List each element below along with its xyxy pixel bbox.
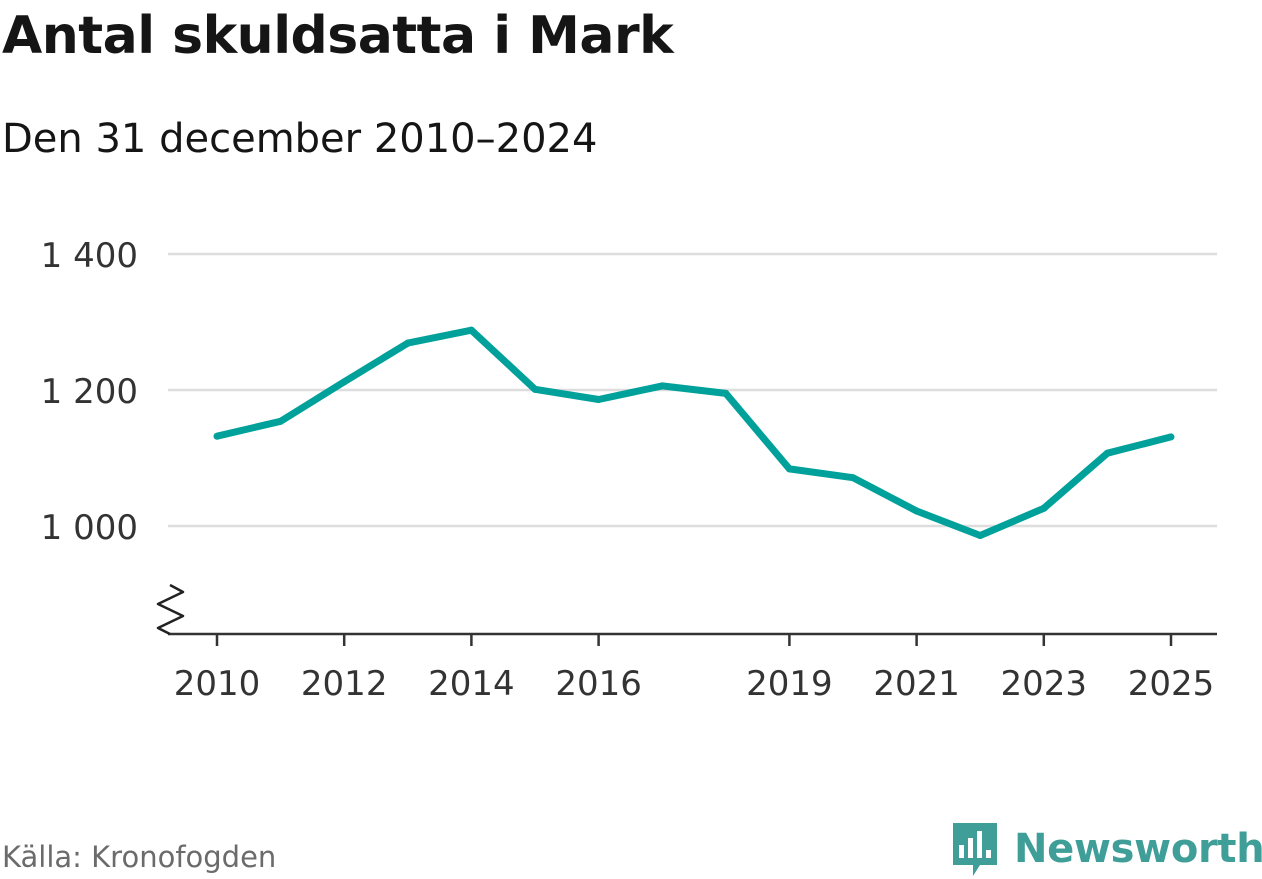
x-tick-label: 2023 [1001, 664, 1088, 704]
axis-break-icon [156, 583, 185, 636]
data-point [1103, 449, 1111, 457]
y-tick-label: 1 000 [41, 508, 138, 548]
data-point [658, 382, 666, 390]
data-point [404, 339, 412, 347]
x-tick-label: 2016 [555, 664, 642, 704]
x-tick-label: 2019 [746, 664, 833, 704]
data-point [531, 385, 539, 393]
data-point [722, 389, 730, 397]
y-tick-label: 1 400 [41, 236, 138, 276]
data-point [595, 396, 603, 404]
newsworthy-logo-icon [953, 823, 997, 876]
y-axis-ticks: 1 000 1 200 1 400 [41, 236, 138, 548]
data-point [340, 378, 348, 386]
y-tick-label: 1 200 [41, 372, 138, 412]
data-point [976, 532, 984, 540]
data-point [1167, 433, 1175, 441]
data-point [1040, 504, 1048, 512]
data-point [213, 432, 221, 440]
x-tick-label: 2025 [1128, 664, 1215, 704]
brand-name: Newsworthy [1014, 826, 1262, 872]
chart-subtitle: Den 31 december 2010–2024 [2, 116, 598, 162]
source-note: Källa: Kronofogden [2, 840, 277, 874]
x-axis-ticks: 2010 2012 2014 2016 2019 2021 2023 2025 [174, 634, 1215, 704]
x-tick-label: 2021 [873, 664, 960, 704]
x-tick-label: 2010 [174, 664, 261, 704]
newsworthy-brand: Newsworthy [950, 820, 1262, 878]
data-point [277, 417, 285, 425]
data-point [913, 507, 921, 515]
x-axis [156, 583, 1217, 636]
data-point [849, 474, 857, 482]
x-tick-label: 2012 [301, 664, 388, 704]
chart-title: Antal skuldsatta i Mark [2, 6, 674, 66]
data-point [467, 326, 475, 334]
data-point [785, 465, 793, 473]
series-line [216, 326, 1172, 539]
x-tick-label: 2014 [428, 664, 515, 704]
series [213, 326, 1175, 540]
